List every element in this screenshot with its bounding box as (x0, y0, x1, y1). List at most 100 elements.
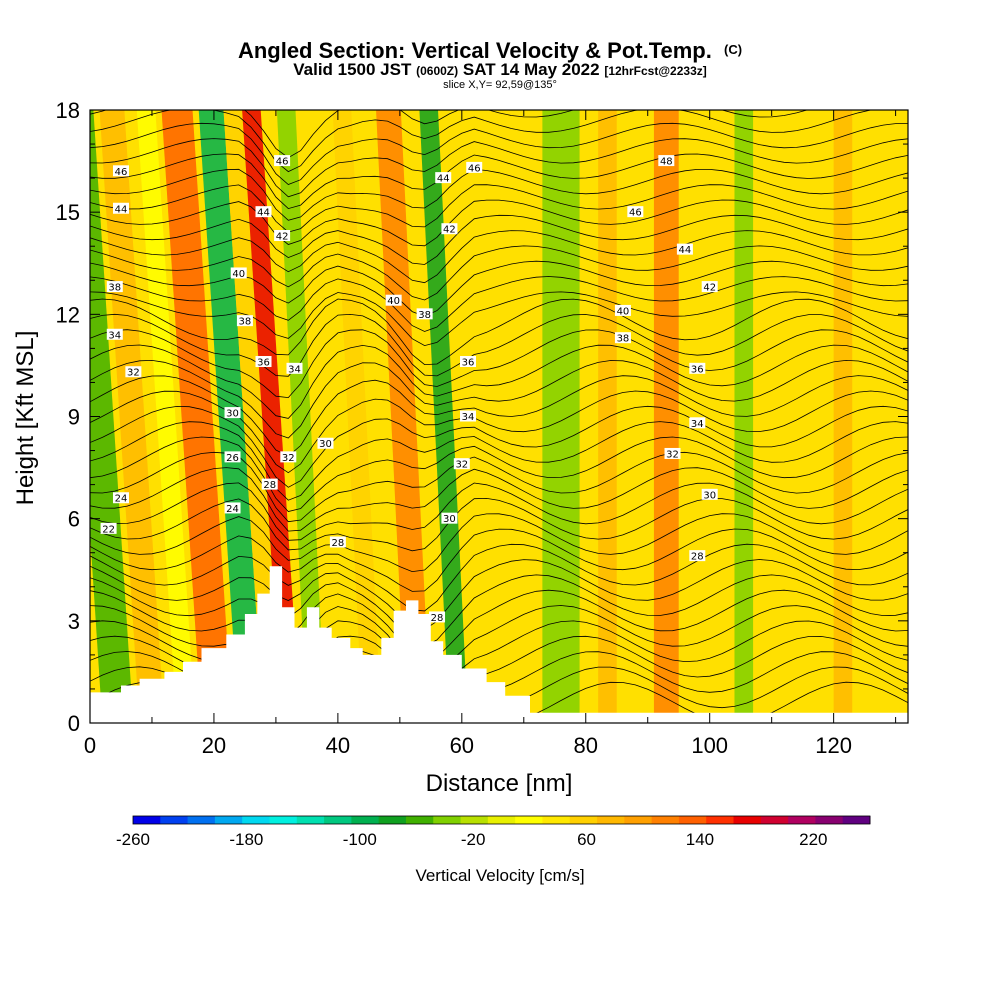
contour-label: 38 (236, 315, 253, 328)
contour-label-bg (701, 488, 718, 500)
contour-label-text: 38 (239, 317, 252, 328)
isentrope-line (90, 467, 908, 532)
contour-label-bg (280, 451, 297, 463)
contour-label-bg (224, 451, 241, 463)
colorbar-swatch (160, 816, 189, 824)
contour-label-bg (460, 410, 477, 422)
contour-label-text: 36 (257, 358, 270, 369)
contour-label: 24 (112, 492, 129, 505)
contour-label: 30 (701, 488, 718, 501)
contour-label-text: 44 (257, 208, 270, 219)
contour-label: 40 (230, 267, 247, 280)
colorbar-tick-label: -180 (229, 830, 263, 849)
colorbar-swatch (214, 816, 243, 824)
forecast-info: [12hrFcst@2233z] (604, 64, 706, 78)
contour-label-bg (385, 294, 402, 306)
contour-label: 34 (106, 328, 123, 341)
colorbar-tick-label: 220 (799, 830, 827, 849)
contour-label: 38 (106, 281, 123, 294)
isentrope-line (90, 260, 908, 317)
contour-label: 30 (224, 407, 241, 420)
chart-subtitle: Valid 1500 JST (0600Z) SAT 14 May 2022 [… (293, 60, 707, 79)
isentrope-line (90, 329, 908, 399)
x-axis: 0 20 40 60 80 100 120 (84, 110, 897, 758)
contour-label-bg (224, 407, 241, 419)
velocity-bands (90, 110, 853, 723)
contour-label-text: 28 (691, 552, 704, 563)
terrain-layer (90, 566, 908, 723)
x-tick-label: 100 (691, 733, 728, 758)
colorbar-swatch (542, 816, 571, 824)
contour-label-bg (614, 332, 631, 344)
contour-label-text: 42 (443, 225, 456, 236)
isentrope-line (90, 184, 908, 233)
colorbar-swatch (624, 816, 653, 824)
y-tick-label: 18 (56, 98, 80, 123)
contour-label-text: 24 (115, 494, 128, 505)
contour-label: 32 (453, 458, 470, 471)
contour-label-bg (676, 243, 693, 255)
contour-label: 28 (329, 536, 346, 549)
contour-label-text: 30 (226, 409, 239, 420)
contour-label-text: 46 (468, 163, 481, 174)
colorbar-swatch (815, 816, 844, 824)
colorbar-tick-label: -260 (116, 830, 150, 849)
contour-label-text: 32 (455, 460, 468, 471)
x-axis-label: Distance [nm] (426, 770, 573, 797)
colorbar-swatch (133, 816, 161, 824)
isentrope-line (90, 528, 908, 592)
isentrope-line (90, 110, 809, 159)
velocity-band (598, 110, 617, 723)
terrain (90, 566, 908, 723)
plot-area: 46 44 38 34 32 24 22 40 38 44 46 42 36 34 30 26 24 32 28 30… (90, 110, 908, 723)
colorbar-swatch (569, 816, 598, 824)
contour-label: 42 (441, 223, 458, 236)
y-tick-label: 9 (68, 405, 80, 430)
colorbar-ticks: -260 -180 -100 -20 60 140 220 (116, 830, 828, 849)
contour-label: 36 (460, 356, 477, 369)
isentrope-line (90, 230, 908, 284)
valid-zulu: (0600Z) (416, 64, 458, 78)
velocity-band (223, 110, 283, 723)
velocity-band (542, 110, 580, 723)
contour-label: 38 (416, 308, 433, 321)
x-tick-label: 80 (574, 733, 598, 758)
colorbar-swatch (733, 816, 762, 824)
contour-label-text: 28 (263, 480, 276, 491)
y-tick-label: 12 (56, 302, 80, 327)
x-tick-label: 120 (815, 733, 852, 758)
isentrope-line (90, 559, 908, 630)
contour-label: 44 (676, 243, 693, 256)
isentrope-line (90, 245, 908, 301)
y-tick-label: 0 (68, 711, 80, 736)
contour-label-bg (100, 522, 117, 534)
isentrope-line (90, 359, 908, 439)
contour-label-bg (441, 223, 458, 235)
y-axis-label: Height [Kft MSL] (12, 331, 39, 506)
contour-label: 44 (112, 202, 129, 215)
isentrope-line (90, 122, 908, 185)
contour-label-bg (224, 502, 241, 514)
contour-label-text: 36 (462, 358, 475, 369)
contour-label-bg (329, 536, 346, 548)
contour-label-bg (627, 206, 644, 218)
colorbar-swatch (242, 816, 270, 824)
contour-label-bg (416, 308, 433, 320)
contour-label-bg (274, 155, 291, 167)
isentrope-line (90, 138, 908, 198)
contour-label: 40 (385, 294, 402, 307)
colorbar-swatch (651, 816, 680, 824)
slice-info: slice X,Y= 92,59@135° (443, 79, 557, 91)
contour-label: 48 (658, 155, 675, 168)
colorbar-swatch (487, 816, 516, 824)
contour-label-text: 38 (617, 334, 630, 345)
contour-label-bg (614, 304, 631, 316)
contour-label: 26 (224, 451, 241, 464)
contour-label-bg (274, 230, 291, 242)
contour-label: 46 (627, 206, 644, 219)
isentrope-line (90, 291, 908, 347)
contour-label-bg (255, 206, 272, 218)
colorbar-swatch (187, 816, 216, 824)
